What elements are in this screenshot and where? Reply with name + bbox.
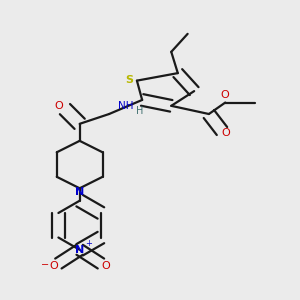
Text: H: H <box>136 106 143 116</box>
Text: S: S <box>126 75 134 85</box>
Text: O: O <box>221 90 230 100</box>
Text: O: O <box>55 101 63 112</box>
Text: O: O <box>221 128 230 138</box>
Text: O: O <box>49 261 58 271</box>
Text: +: + <box>85 239 92 248</box>
Text: NH: NH <box>118 101 133 111</box>
Text: N: N <box>75 187 84 197</box>
Text: −: − <box>41 260 50 270</box>
Text: O: O <box>101 261 110 271</box>
Text: N: N <box>75 245 84 255</box>
